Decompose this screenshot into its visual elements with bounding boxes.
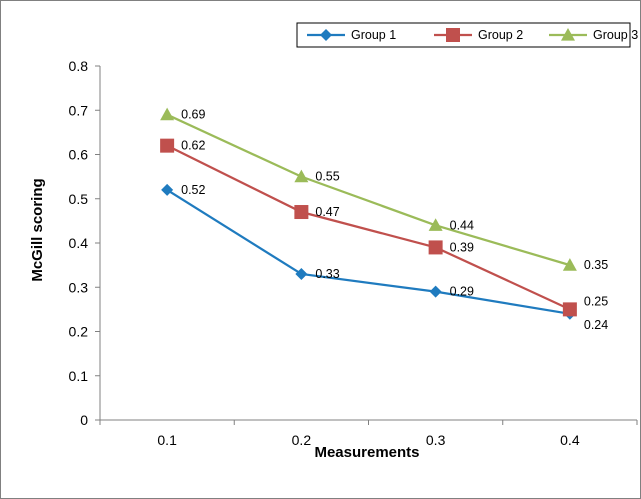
y-tick-label: 0.8	[69, 58, 89, 74]
data-label: 0.39	[450, 240, 474, 254]
data-label: 0.62	[181, 139, 205, 153]
x-tick-label: 0.3	[426, 432, 446, 448]
series-line-3	[166, 113, 571, 267]
data-point-diamond	[161, 183, 174, 196]
data-label: 0.35	[584, 258, 608, 272]
data-point-triangle	[160, 107, 175, 121]
y-tick-label: 0.1	[69, 368, 89, 384]
x-tick-label: 0.2	[292, 432, 312, 448]
y-tick-label: 0.2	[69, 324, 89, 340]
data-point-square	[562, 302, 577, 317]
legend-marker-triangle	[561, 28, 575, 41]
data-point-square	[428, 240, 443, 255]
data-point-triangle	[428, 218, 443, 231]
y-tick-label: 0.5	[69, 191, 89, 207]
data-point-square	[294, 205, 309, 220]
x-axis-title: Measurements	[314, 444, 419, 461]
data-point-diamond	[295, 267, 308, 280]
series-line-1	[166, 188, 571, 315]
legend-label: Group 2	[478, 28, 523, 42]
legend: Group 1 Group 2 Group 3	[296, 22, 638, 48]
data-point-triangle	[562, 258, 577, 271]
data-label: 0.33	[315, 267, 339, 281]
y-tick-label: 0.4	[69, 235, 89, 251]
series-markers	[160, 107, 577, 320]
series-line-2	[166, 144, 571, 311]
data-labels: 0.52 0.33 0.29 0.24 0.62 0.47 0.39 0.25 0.69 0.55…	[181, 108, 608, 332]
data-label: 0.47	[315, 205, 339, 219]
y-tick-label: 0	[80, 412, 88, 428]
data-label: 0.29	[450, 285, 474, 299]
axes: 0 0.1 0.2 0.3 0.4 0.5 0.6 0.7 0.8 0.1 0.2 0.3 0.4	[69, 58, 638, 448]
x-tick-label: 0.1	[157, 432, 177, 448]
legend-marker-diamond	[320, 29, 332, 41]
y-tick-label: 0.7	[69, 102, 89, 118]
y-axis-title: McGill scoring	[29, 178, 46, 281]
data-label: 0.24	[584, 318, 608, 332]
legend-label: Group 3	[593, 28, 638, 42]
y-tick-label: 0.3	[69, 279, 89, 295]
legend-marker-square	[446, 28, 460, 42]
data-point-triangle	[294, 169, 309, 183]
data-label: 0.69	[181, 108, 205, 122]
legend-label: Group 1	[351, 28, 396, 42]
x-tick-label: 0.4	[560, 432, 580, 448]
y-tick-label: 0.6	[69, 147, 89, 163]
series-lines	[166, 113, 571, 315]
data-label: 0.55	[315, 170, 339, 184]
data-label: 0.44	[450, 218, 474, 232]
data-point-diamond	[429, 285, 442, 298]
data-label: 0.52	[181, 183, 205, 197]
data-label: 0.25	[584, 294, 608, 308]
data-point-square	[160, 138, 175, 153]
